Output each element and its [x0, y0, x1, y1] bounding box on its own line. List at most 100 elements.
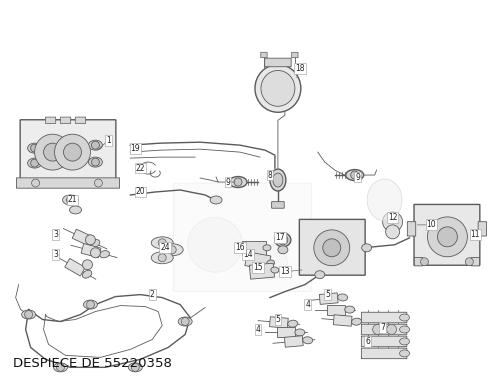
Ellipse shape [83, 300, 98, 309]
Text: 15: 15 [253, 263, 263, 272]
Ellipse shape [252, 244, 287, 279]
Ellipse shape [27, 143, 42, 153]
Circle shape [427, 217, 467, 257]
Ellipse shape [99, 251, 109, 258]
Polygon shape [72, 229, 93, 246]
Text: 21: 21 [68, 195, 77, 204]
FancyBboxPatch shape [478, 222, 487, 236]
Ellipse shape [22, 310, 36, 319]
Ellipse shape [161, 244, 183, 256]
Circle shape [30, 144, 39, 152]
Circle shape [420, 258, 428, 266]
Polygon shape [81, 243, 101, 258]
Circle shape [67, 196, 74, 204]
Text: 20: 20 [136, 187, 145, 197]
Ellipse shape [315, 271, 325, 279]
Circle shape [24, 311, 33, 319]
Ellipse shape [178, 317, 192, 326]
Circle shape [85, 235, 96, 245]
Ellipse shape [261, 70, 295, 106]
Ellipse shape [151, 252, 173, 264]
Text: 3: 3 [53, 250, 58, 259]
Ellipse shape [352, 318, 362, 325]
FancyBboxPatch shape [75, 117, 86, 124]
Ellipse shape [89, 157, 102, 167]
Polygon shape [245, 252, 271, 270]
Ellipse shape [89, 140, 102, 150]
Text: 18: 18 [295, 64, 305, 73]
Text: 24: 24 [160, 243, 170, 252]
Circle shape [64, 143, 81, 161]
Ellipse shape [367, 179, 402, 221]
Text: 14: 14 [243, 250, 253, 259]
Ellipse shape [188, 217, 243, 272]
Ellipse shape [288, 320, 298, 327]
Ellipse shape [295, 329, 305, 336]
Ellipse shape [229, 177, 247, 187]
Circle shape [181, 318, 189, 325]
FancyBboxPatch shape [361, 348, 407, 359]
Text: 10: 10 [427, 220, 436, 229]
Ellipse shape [151, 237, 173, 249]
FancyBboxPatch shape [17, 178, 120, 188]
Polygon shape [249, 263, 274, 279]
Text: DESPIECE DE 55220358: DESPIECE DE 55220358 [13, 357, 172, 370]
Circle shape [56, 363, 65, 371]
Circle shape [383, 212, 403, 232]
Ellipse shape [210, 196, 222, 204]
Ellipse shape [346, 170, 364, 181]
FancyBboxPatch shape [361, 324, 407, 335]
FancyBboxPatch shape [261, 52, 267, 58]
FancyBboxPatch shape [20, 120, 116, 186]
Polygon shape [277, 327, 295, 338]
Polygon shape [270, 317, 288, 328]
Polygon shape [242, 241, 266, 255]
Text: 22: 22 [136, 164, 145, 173]
Circle shape [35, 134, 71, 170]
Circle shape [131, 363, 139, 371]
Text: 13: 13 [280, 267, 290, 276]
Ellipse shape [267, 260, 274, 266]
Ellipse shape [271, 267, 279, 273]
Text: 16: 16 [235, 243, 245, 252]
Text: 4: 4 [255, 325, 260, 334]
Circle shape [386, 225, 399, 239]
Circle shape [91, 248, 100, 258]
Ellipse shape [27, 158, 42, 168]
FancyBboxPatch shape [361, 336, 407, 347]
Ellipse shape [362, 244, 371, 252]
Ellipse shape [303, 337, 313, 344]
FancyBboxPatch shape [292, 52, 298, 58]
Text: 3: 3 [53, 230, 58, 239]
Ellipse shape [270, 169, 286, 191]
Circle shape [95, 179, 102, 187]
Circle shape [54, 134, 91, 170]
Text: 12: 12 [388, 214, 397, 222]
Circle shape [351, 171, 359, 179]
Polygon shape [333, 315, 352, 326]
FancyBboxPatch shape [173, 183, 312, 291]
Circle shape [82, 260, 93, 270]
FancyBboxPatch shape [60, 117, 71, 124]
Circle shape [30, 159, 39, 167]
Text: 2: 2 [150, 290, 155, 299]
Text: 5: 5 [325, 290, 330, 299]
Circle shape [32, 179, 40, 187]
Circle shape [92, 141, 99, 149]
Polygon shape [327, 305, 345, 314]
Ellipse shape [70, 206, 81, 214]
Text: 8: 8 [268, 170, 272, 180]
Circle shape [234, 178, 242, 186]
FancyBboxPatch shape [361, 312, 407, 323]
Text: 7: 7 [380, 323, 385, 332]
Circle shape [314, 230, 350, 266]
FancyBboxPatch shape [407, 222, 416, 236]
Ellipse shape [399, 338, 410, 345]
Ellipse shape [128, 363, 142, 372]
Text: 1: 1 [106, 136, 111, 145]
Text: 17: 17 [275, 233, 285, 242]
Polygon shape [319, 293, 338, 304]
Text: 4: 4 [305, 300, 310, 309]
Ellipse shape [275, 233, 291, 247]
Circle shape [168, 246, 176, 254]
